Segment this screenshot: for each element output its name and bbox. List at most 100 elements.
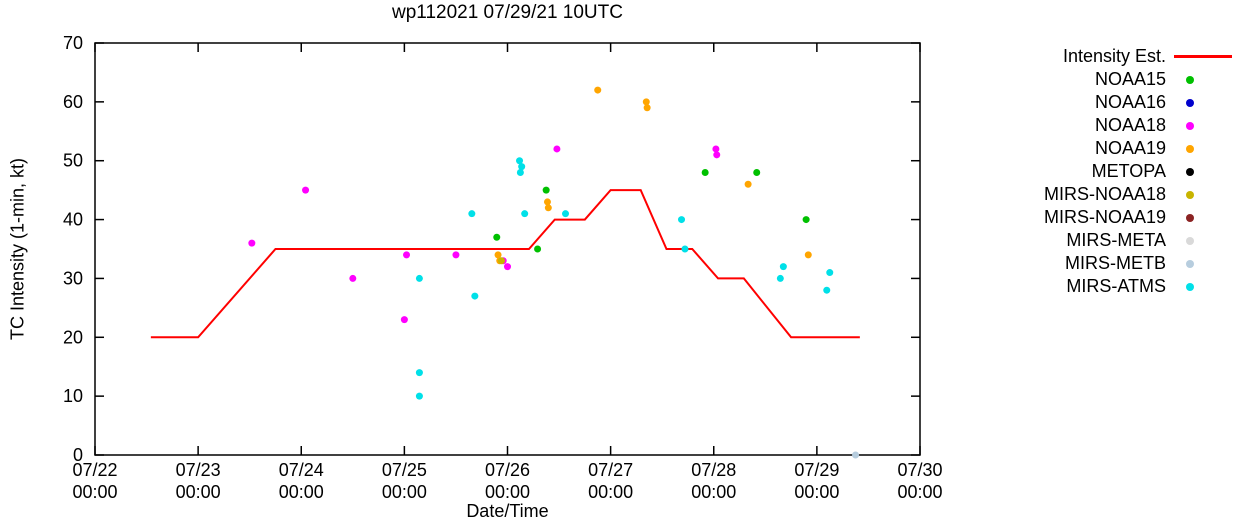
point-mirs-atms xyxy=(415,369,423,377)
y-axis-label: TC Intensity (1-min, kt) xyxy=(7,157,28,341)
legend-item-mirs-metb: MIRS-METB xyxy=(1044,252,1232,275)
legend-dot-marker xyxy=(1174,68,1232,91)
legend-dot-marker xyxy=(1174,206,1232,229)
legend-label: MIRS-ATMS xyxy=(1066,276,1166,296)
legend-item-noaa15: NOAA15 xyxy=(1044,68,1232,91)
x-tick-label-date: 07/29 xyxy=(794,460,839,480)
point-mirs-atms xyxy=(468,210,476,218)
legend: Intensity Est. NOAA15 NOAA16 NOAA18 NOAA19 ME… xyxy=(1044,45,1232,298)
point-noaa18 xyxy=(248,239,256,247)
dot-swatch xyxy=(1186,213,1194,222)
legend-line-sample xyxy=(1174,45,1232,68)
legend-dot-marker xyxy=(1174,252,1232,275)
point-noaa15 xyxy=(701,168,709,176)
legend-item-intensity-est-: Intensity Est. xyxy=(1044,45,1232,68)
y-tick-label: 10 xyxy=(63,386,83,406)
legend-item-noaa18: NOAA18 xyxy=(1044,114,1232,137)
dot-swatch xyxy=(1186,167,1194,176)
legend-label: MIRS-METB xyxy=(1065,253,1166,273)
point-mirs-atms xyxy=(516,157,524,165)
point-mirs-metb xyxy=(852,451,860,459)
point-noaa19 xyxy=(594,86,602,94)
y-tick-label: 40 xyxy=(63,210,83,230)
legend-dot-marker xyxy=(1174,160,1232,183)
point-mirs-atms xyxy=(516,168,524,176)
legend-label: Intensity Est. xyxy=(1062,46,1166,66)
dot-swatch xyxy=(1186,144,1194,153)
point-noaa15 xyxy=(802,216,810,224)
point-noaa19 xyxy=(544,204,552,212)
dot-swatch xyxy=(1186,98,1194,107)
dot-swatch xyxy=(1186,75,1194,84)
point-mirs-atms xyxy=(826,269,834,277)
legend-label: MIRS-META xyxy=(1066,230,1166,250)
legend-label: NOAA15 xyxy=(1094,69,1166,89)
legend-item-mirs-noaa19: MIRS-NOAA19 xyxy=(1044,206,1232,229)
x-axis-label: Date/Time xyxy=(466,501,549,521)
point-noaa18 xyxy=(349,274,357,282)
point-noaa19 xyxy=(543,198,551,206)
point-mirs-atms xyxy=(823,286,831,294)
y-tick-label: 30 xyxy=(63,268,83,288)
point-mirs-atms xyxy=(415,392,423,400)
point-noaa19 xyxy=(494,251,502,259)
legend-item-metopa: METOPA xyxy=(1044,160,1232,183)
legend-dot-marker xyxy=(1174,137,1232,160)
x-tick-label-date: 07/28 xyxy=(691,460,736,480)
legend-dot-marker xyxy=(1174,91,1232,114)
point-noaa15 xyxy=(534,245,542,253)
x-tick-label-date: 07/25 xyxy=(382,460,427,480)
legend-label: MIRS-NOAA19 xyxy=(1043,207,1166,227)
legend-dot-marker xyxy=(1174,183,1232,206)
intensity-line xyxy=(150,189,860,339)
legend-item-noaa19: NOAA19 xyxy=(1044,137,1232,160)
x-tick-label-time: 00:00 xyxy=(897,482,942,502)
dot-swatch xyxy=(1186,236,1194,245)
legend-label: NOAA16 xyxy=(1094,92,1166,112)
legend-dot-marker xyxy=(1174,114,1232,137)
x-tick-label-time: 00:00 xyxy=(176,482,221,502)
legend-dot-marker xyxy=(1174,229,1232,252)
x-tick-label-date: 07/24 xyxy=(279,460,324,480)
legend-label: METOPA xyxy=(1091,161,1166,181)
point-mirs-atms xyxy=(678,216,686,224)
y-tick-label: 20 xyxy=(63,327,83,347)
point-noaa18 xyxy=(553,145,561,153)
legend-label: NOAA19 xyxy=(1094,138,1166,158)
point-noaa18 xyxy=(713,151,721,159)
point-mirs-noaa18 xyxy=(497,257,505,265)
y-tick-label: 70 xyxy=(63,33,83,53)
x-tick-label-time: 00:00 xyxy=(691,482,736,502)
legend-item-mirs-noaa18: MIRS-NOAA18 xyxy=(1044,183,1232,206)
point-mirs-atms xyxy=(776,274,784,282)
dot-swatch xyxy=(1186,282,1194,291)
point-mirs-atms xyxy=(562,210,570,218)
point-mirs-atms xyxy=(415,274,423,282)
x-tick-label-date: 07/27 xyxy=(588,460,633,480)
point-noaa18 xyxy=(403,251,411,259)
point-noaa19 xyxy=(643,104,651,112)
x-tick-label-date: 07/23 xyxy=(176,460,221,480)
x-tick-label-time: 00:00 xyxy=(485,482,530,502)
x-tick-label-date: 07/22 xyxy=(72,460,117,480)
x-tick-label-time: 00:00 xyxy=(794,482,839,502)
point-noaa15 xyxy=(542,186,550,194)
x-tick-label-time: 00:00 xyxy=(72,482,117,502)
point-noaa18 xyxy=(452,251,460,259)
legend-item-mirs-meta: MIRS-META xyxy=(1044,229,1232,252)
point-noaa15 xyxy=(493,233,501,241)
y-tick-label: 60 xyxy=(63,92,83,112)
dot-swatch xyxy=(1186,190,1194,199)
chart-title: wp112021 07/29/21 10UTC xyxy=(392,2,623,23)
x-tick-label-date: 07/26 xyxy=(485,460,530,480)
point-mirs-atms xyxy=(521,210,529,218)
point-noaa19 xyxy=(642,98,650,106)
line-swatch xyxy=(1174,55,1232,58)
point-mirs-atms xyxy=(779,263,787,271)
x-tick-label-time: 00:00 xyxy=(382,482,427,502)
dot-swatch xyxy=(1186,121,1194,130)
point-noaa18 xyxy=(504,263,511,271)
dot-swatch xyxy=(1186,259,1194,268)
